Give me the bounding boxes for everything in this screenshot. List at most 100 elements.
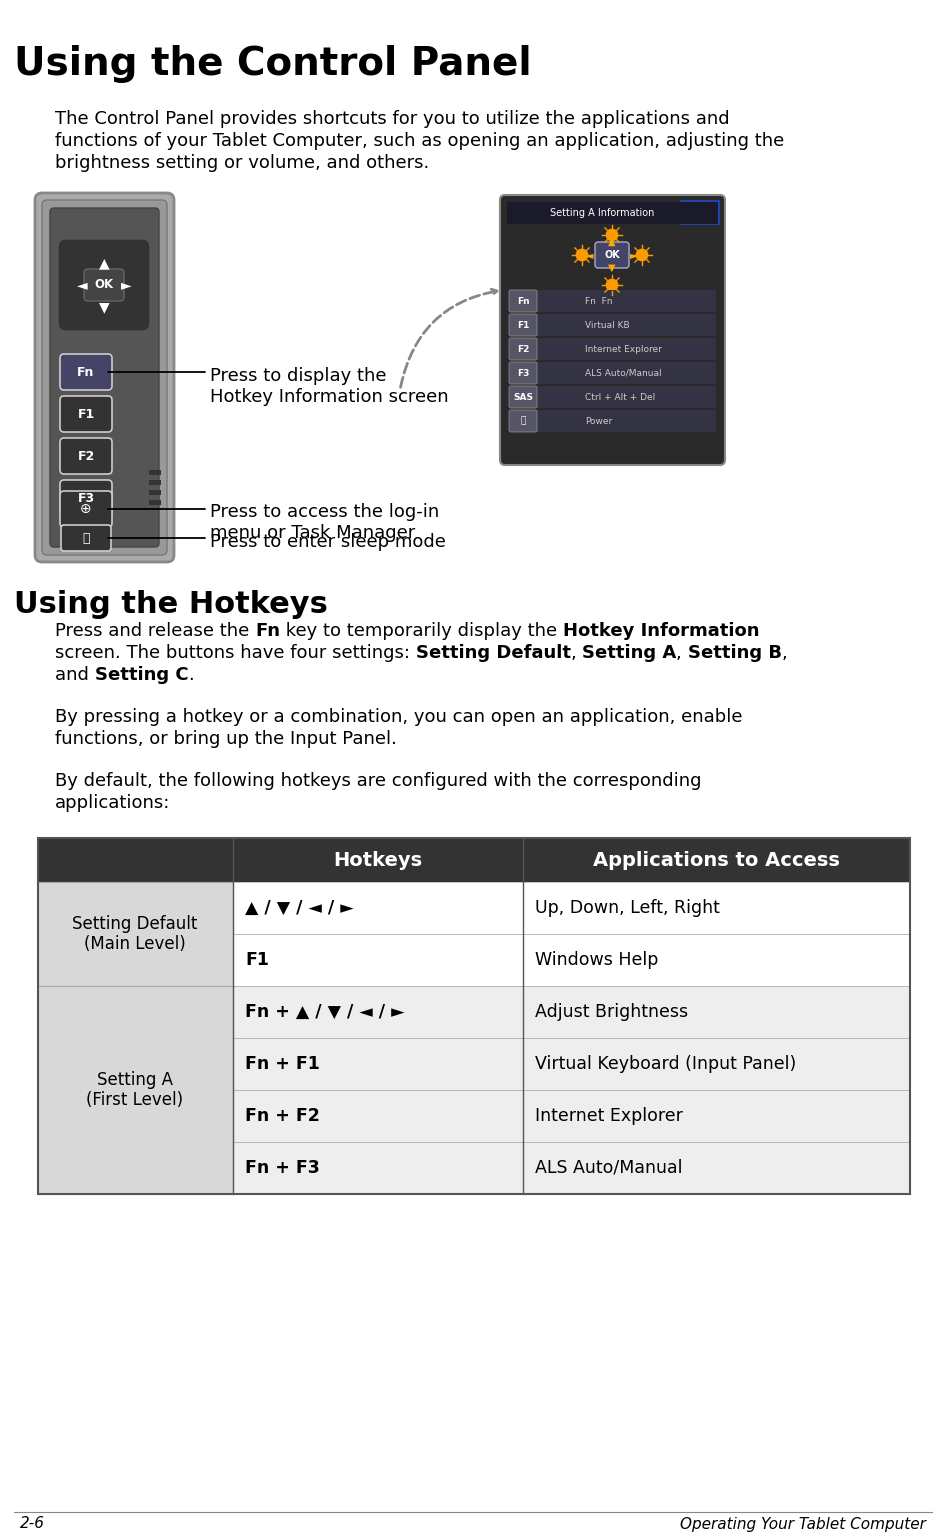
- Text: Fn: Fn: [78, 366, 95, 378]
- Text: SAS: SAS: [513, 393, 533, 401]
- Bar: [38, 1141, 233, 1193]
- Text: Virtual KB: Virtual KB: [585, 321, 630, 330]
- Text: ▼: ▼: [98, 300, 110, 313]
- FancyBboxPatch shape: [500, 195, 725, 465]
- FancyBboxPatch shape: [35, 194, 174, 562]
- FancyBboxPatch shape: [60, 353, 112, 390]
- Bar: [509, 386, 716, 409]
- Text: Operating Your Tablet Computer: Operating Your Tablet Computer: [680, 1516, 926, 1531]
- Text: ►: ►: [121, 278, 131, 292]
- Text: functions, or bring up the Input Panel.: functions, or bring up the Input Panel.: [55, 730, 397, 748]
- Text: Internet Explorer: Internet Explorer: [535, 1107, 683, 1124]
- FancyBboxPatch shape: [509, 290, 537, 312]
- Text: ◄: ◄: [77, 278, 87, 292]
- Circle shape: [576, 249, 588, 261]
- Text: ▼: ▼: [608, 263, 616, 273]
- Text: Setting Default: Setting Default: [415, 644, 570, 662]
- Text: Up, Down, Left, Right: Up, Down, Left, Right: [535, 899, 720, 917]
- Text: ⊕: ⊕: [80, 502, 92, 516]
- Bar: [38, 1141, 910, 1193]
- Bar: [38, 1038, 233, 1091]
- FancyBboxPatch shape: [58, 240, 150, 330]
- Text: F1: F1: [245, 951, 269, 969]
- Text: By pressing a hotkey or a combination, you can open an application, enable: By pressing a hotkey or a combination, y…: [55, 708, 743, 727]
- Text: F2: F2: [517, 344, 529, 353]
- Text: Virtual Keyboard (Input Panel): Virtual Keyboard (Input Panel): [535, 1055, 797, 1074]
- Text: By default, the following hotkeys are configured with the corresponding: By default, the following hotkeys are co…: [55, 773, 702, 790]
- Text: ▲: ▲: [98, 257, 110, 270]
- Text: Internet Explorer: Internet Explorer: [585, 344, 662, 353]
- Text: ⏻: ⏻: [520, 416, 526, 425]
- FancyBboxPatch shape: [84, 269, 124, 301]
- Bar: [38, 839, 910, 1193]
- Bar: [38, 934, 910, 986]
- Text: brightness setting or volume, and others.: brightness setting or volume, and others…: [55, 154, 429, 172]
- Text: Fn + F1: Fn + F1: [245, 1055, 320, 1074]
- Bar: [38, 986, 233, 1038]
- Text: Using the Control Panel: Using the Control Panel: [14, 45, 532, 83]
- Bar: [507, 203, 718, 224]
- Text: 2-6: 2-6: [20, 1516, 45, 1531]
- Text: ALS Auto/Manual: ALS Auto/Manual: [535, 1160, 682, 1177]
- Text: Fn  Fn: Fn Fn: [585, 296, 612, 306]
- Text: applications:: applications:: [55, 794, 170, 813]
- Bar: [149, 501, 161, 505]
- Bar: [509, 338, 716, 359]
- Text: F3: F3: [517, 369, 529, 378]
- Text: Setting A
(First Level): Setting A (First Level): [86, 1071, 184, 1109]
- Text: Setting A: Setting A: [582, 644, 676, 662]
- Text: Press to enter sleep mode: Press to enter sleep mode: [210, 533, 446, 551]
- Circle shape: [606, 229, 618, 241]
- Bar: [149, 479, 161, 485]
- Text: ,: ,: [782, 644, 788, 662]
- Bar: [38, 1091, 910, 1141]
- Text: Fn: Fn: [255, 622, 280, 641]
- Bar: [38, 986, 233, 1193]
- Text: key to temporarily display the: key to temporarily display the: [280, 622, 563, 641]
- Text: F1: F1: [517, 321, 529, 330]
- Text: F1: F1: [78, 407, 95, 421]
- FancyBboxPatch shape: [509, 410, 537, 432]
- Text: ALS Auto/Manual: ALS Auto/Manual: [585, 369, 661, 378]
- Text: OK: OK: [95, 278, 114, 292]
- Text: ⏻: ⏻: [82, 531, 90, 544]
- Bar: [38, 986, 910, 1038]
- Text: and: and: [55, 667, 95, 684]
- Bar: [509, 410, 716, 432]
- Text: Fn + ▲ / ▼ / ◄ / ►: Fn + ▲ / ▼ / ◄ / ►: [245, 1003, 405, 1021]
- Text: screen. The buttons have four settings:: screen. The buttons have four settings:: [55, 644, 415, 662]
- Bar: [149, 490, 161, 495]
- Text: ,: ,: [676, 644, 688, 662]
- Text: Power: Power: [585, 416, 612, 425]
- Bar: [38, 839, 910, 882]
- FancyBboxPatch shape: [509, 313, 537, 336]
- Bar: [509, 313, 716, 336]
- FancyBboxPatch shape: [60, 479, 112, 516]
- FancyBboxPatch shape: [509, 338, 537, 359]
- Text: OK: OK: [604, 250, 620, 260]
- Text: Press and release the: Press and release the: [55, 622, 255, 641]
- Bar: [38, 1038, 910, 1091]
- FancyBboxPatch shape: [509, 362, 537, 384]
- Text: Setting Default
(Main Level): Setting Default (Main Level): [72, 914, 198, 954]
- Bar: [509, 290, 716, 312]
- Text: Fn: Fn: [517, 296, 530, 306]
- Text: The Control Panel provides shortcuts for you to utilize the applications and: The Control Panel provides shortcuts for…: [55, 111, 729, 127]
- Text: .: .: [188, 667, 194, 684]
- Bar: [38, 882, 233, 934]
- Text: Using the Hotkeys: Using the Hotkeys: [14, 590, 328, 619]
- FancyBboxPatch shape: [60, 492, 112, 527]
- Text: Adjust Brightness: Adjust Brightness: [535, 1003, 688, 1021]
- Text: Setting C: Setting C: [95, 667, 188, 684]
- Bar: [38, 1091, 233, 1141]
- FancyBboxPatch shape: [509, 386, 537, 409]
- Bar: [38, 882, 233, 986]
- FancyBboxPatch shape: [50, 207, 159, 547]
- Circle shape: [606, 280, 618, 290]
- FancyBboxPatch shape: [595, 243, 629, 267]
- Text: Fn + F2: Fn + F2: [245, 1107, 320, 1124]
- Text: Press to display the
Hotkey Information screen: Press to display the Hotkey Information …: [210, 367, 448, 406]
- Text: ▲: ▲: [608, 237, 616, 247]
- Bar: [38, 882, 910, 934]
- Bar: [38, 934, 233, 986]
